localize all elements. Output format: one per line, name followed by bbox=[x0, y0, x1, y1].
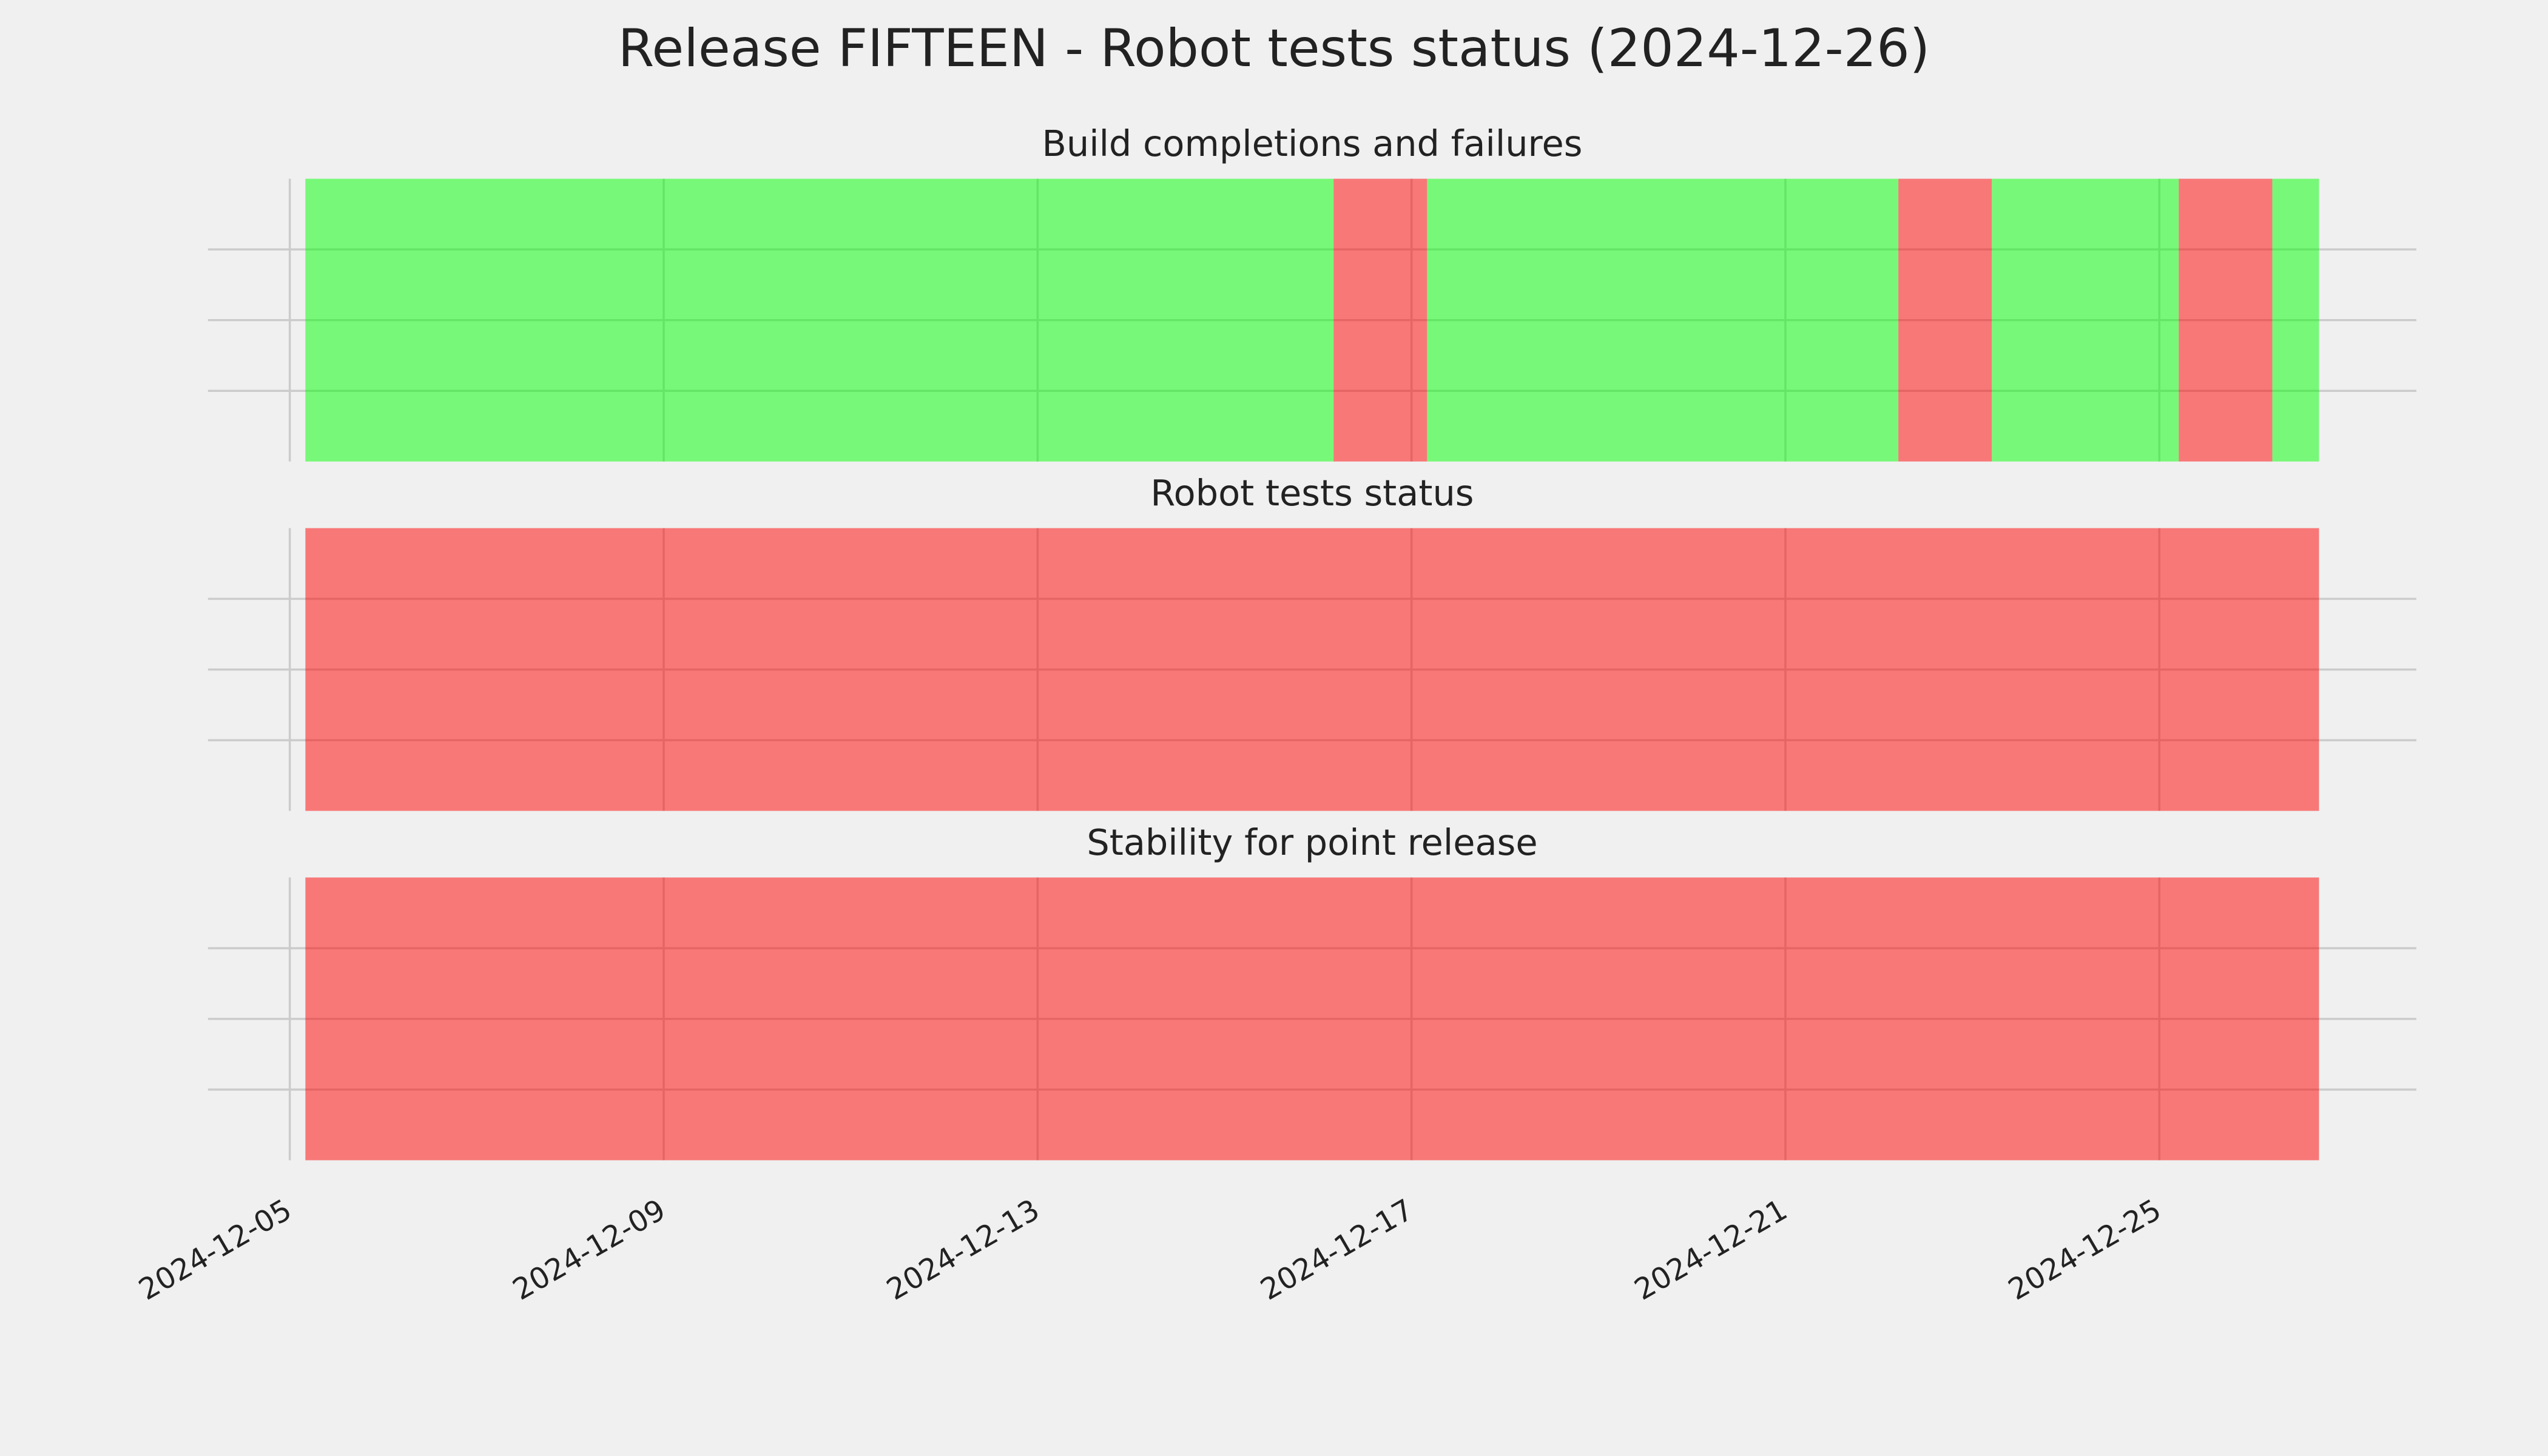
panel-title: Robot tests status bbox=[1150, 472, 1474, 514]
panel-title: Build completions and failures bbox=[1042, 123, 1582, 164]
chart-title: Release FIFTEEN - Robot tests status (20… bbox=[618, 18, 1930, 79]
status-span bbox=[1427, 178, 1899, 462]
panel-title: Stability for point release bbox=[1087, 821, 1537, 863]
status-span bbox=[1992, 178, 2179, 462]
status-span bbox=[1333, 178, 1427, 462]
status-span bbox=[305, 877, 2319, 1161]
status-span bbox=[2272, 178, 2319, 462]
status-span bbox=[305, 178, 1334, 462]
status-span bbox=[1898, 178, 1992, 462]
status-span bbox=[305, 528, 2319, 811]
status-span bbox=[2179, 178, 2273, 462]
